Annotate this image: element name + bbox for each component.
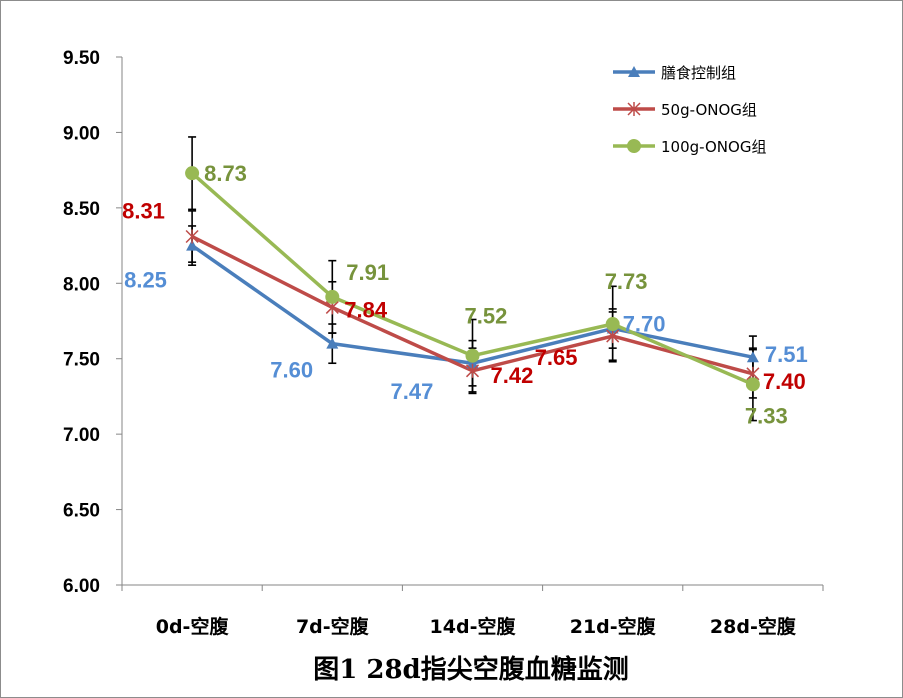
data-point-star [606,329,620,344]
data-point-triangle [746,351,759,363]
legend-label: 100g-ONOG组 [661,138,766,156]
y-tick-label: 8.50 [63,199,100,220]
data-label: 7.70 [623,312,666,337]
data-label: 7.60 [270,358,313,383]
data-point-circle [745,377,760,392]
series-markers [185,166,760,392]
legend-item: 50g-ONOG组 [613,101,757,119]
data-point-triangle [326,337,339,349]
y-tick-label: 6.50 [63,501,100,522]
data-point-circle [627,139,641,153]
legend-item: 100g-ONOG组 [613,138,766,156]
x-tick-label: 7d-空腹 [296,615,370,638]
y-tick-label: 6.00 [63,576,100,597]
data-point-star [185,229,199,244]
data-label: 7.84 [344,297,388,322]
data-point-triangle [466,357,479,369]
data-point-circle [325,289,340,304]
legend-item: 膳食控制组 [613,64,736,82]
axes: 6.00 6.50 7.00 7.50 8.00 8.50 9.00 9.50 0d-空腹 7d-… [63,48,824,638]
data-label: 7.40 [763,369,806,394]
data-point-circle [185,166,200,181]
data-point-star [627,102,641,116]
y-tick-label: 7.00 [63,425,100,446]
data-point-triangle [628,66,640,77]
legend-label: 膳食控制组 [661,64,736,82]
data-point-star [465,363,480,378]
y-tick-label: 8.00 [63,274,100,295]
x-tick-label: 14d-空腹 [430,615,517,638]
data-label: 8.73 [204,161,247,186]
legend: 膳食控制组 50g-ONOG组 100g-ONOG组 [613,64,766,156]
y-tick-label: 7.50 [63,350,100,371]
data-label: 7.52 [465,304,508,329]
data-label: 7.42 [491,363,534,388]
legend-label: 50g-ONOG组 [661,101,757,119]
data-label: 8.31 [122,199,165,224]
data-label: 7.51 [765,342,808,367]
data-point-triangle [186,239,199,251]
x-tick-label: 0d-空腹 [156,615,230,638]
y-tick-label: 9.50 [63,48,100,69]
y-tick-label: 9.00 [63,123,100,144]
data-point-circle [605,317,620,332]
x-tick-label: 28d-空腹 [710,615,797,638]
data-label: 7.65 [535,345,578,370]
chart-title: 图1 28d指尖空腹血糖监测 [313,654,629,685]
data-point-circle [465,348,480,363]
data-label: 8.25 [124,268,167,293]
data-label: 7.47 [391,379,434,404]
x-tick-label: 21d-空腹 [570,615,657,638]
data-label: 7.33 [745,403,788,428]
data-labels: 8.25 7.60 7.47 7.70 7.51 8.31 7.84 7.427.65 7.40… [122,161,808,428]
data-label: 7.73 [605,269,648,294]
data-label: 7.91 [346,260,389,285]
